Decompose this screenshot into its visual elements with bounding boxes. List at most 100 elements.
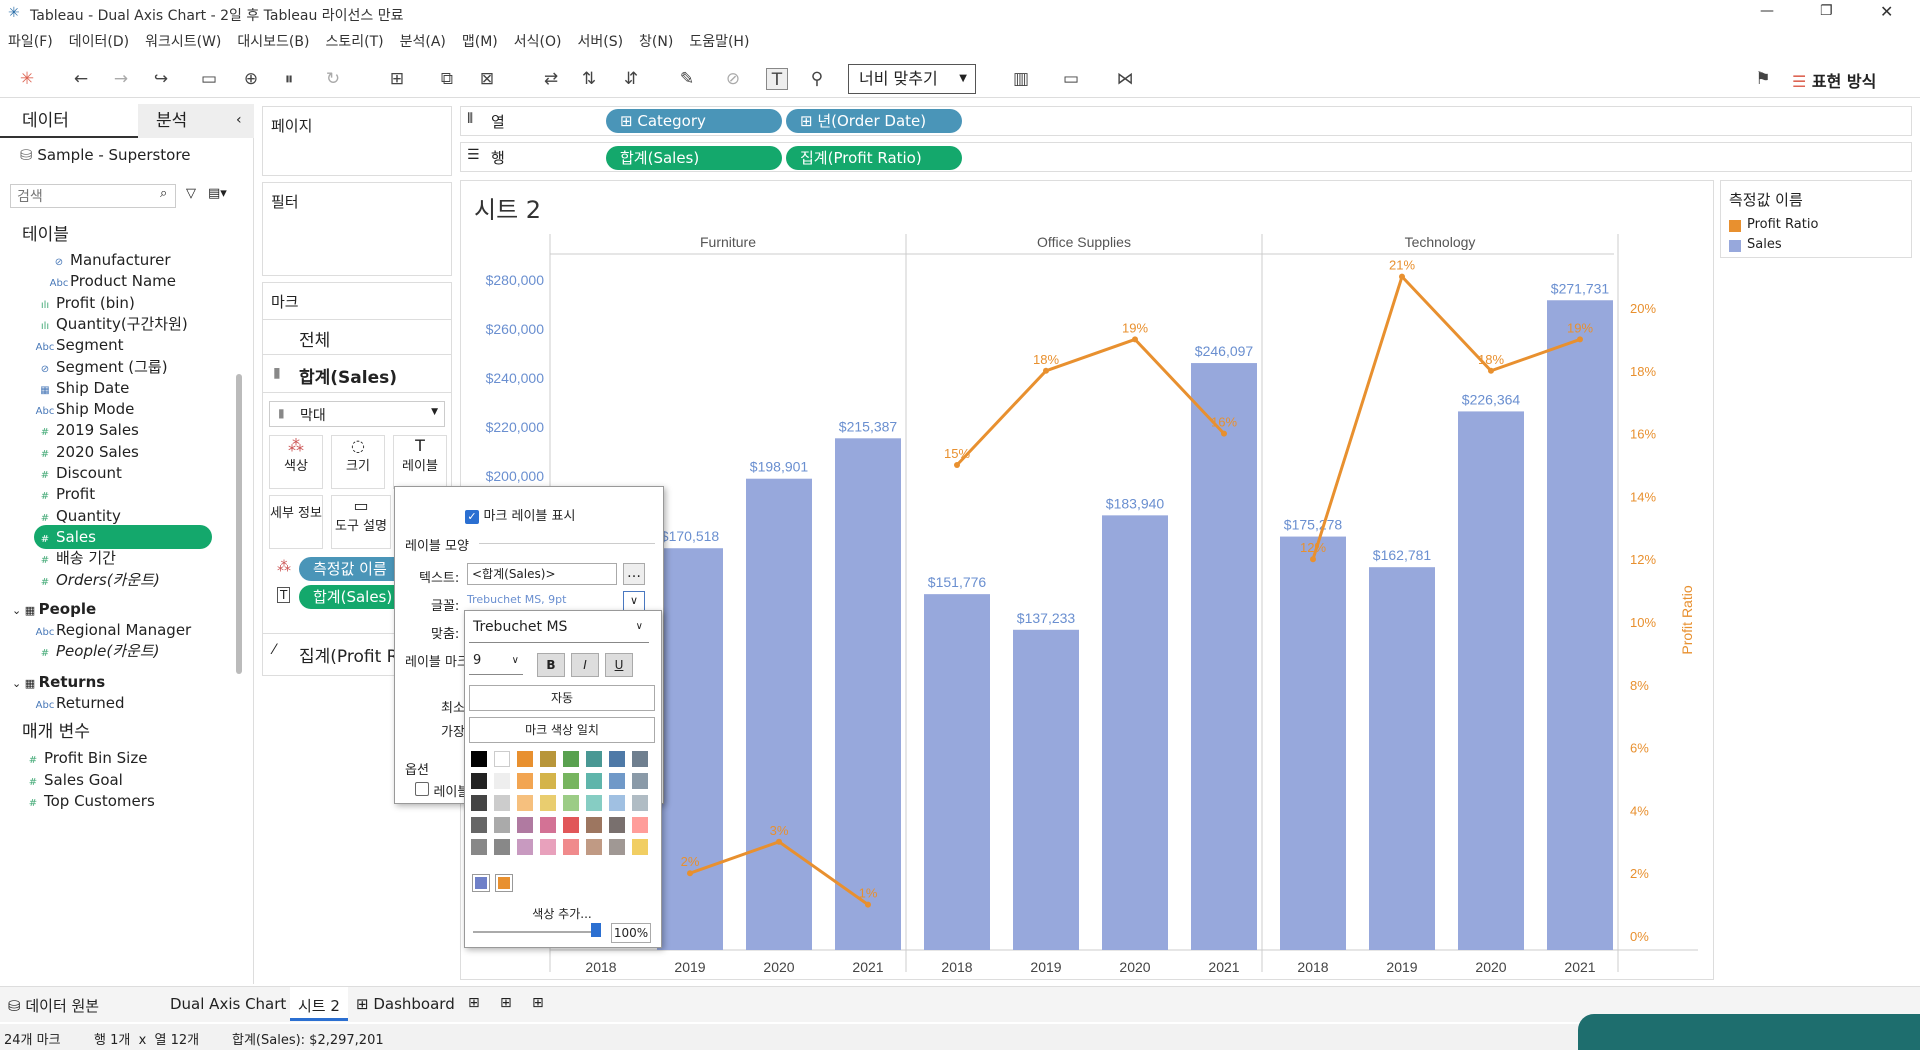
- point[interactable]: [1488, 367, 1494, 374]
- sales-row-pill[interactable]: 합계(Sales): [606, 146, 782, 170]
- field-item[interactable]: # Sales: [34, 524, 212, 549]
- italic-button[interactable]: I: [571, 653, 599, 677]
- show-labels-checkbox[interactable]: ✓ 마크 레이블 표시: [465, 505, 575, 524]
- category-pill[interactable]: ⊞ Category: [606, 109, 782, 133]
- field-item[interactable]: Abc Regional Manager: [34, 618, 192, 642]
- field-item[interactable]: ⊘ Manufacturer: [48, 248, 171, 272]
- color-swatch[interactable]: [494, 773, 510, 789]
- bar[interactable]: [1280, 536, 1346, 950]
- bar[interactable]: [1013, 629, 1079, 950]
- color-swatch[interactable]: [586, 773, 602, 789]
- sales-label-pill[interactable]: 합계(Sales): [299, 585, 409, 609]
- returns-header[interactable]: ⌄ ▦ Returns: [12, 670, 105, 694]
- color-swatch[interactable]: [586, 817, 602, 833]
- recent-color-swatch[interactable]: [472, 874, 490, 892]
- color-swatch[interactable]: [563, 795, 579, 811]
- view-options-icon[interactable]: ▤▾: [208, 186, 227, 201]
- group-icon[interactable]: ⊘: [725, 69, 741, 89]
- close-icon[interactable]: ✕: [1880, 2, 1894, 21]
- pages-shelf[interactable]: 페이지: [262, 106, 452, 176]
- color-swatch[interactable]: [494, 817, 510, 833]
- marks-profit-tab[interactable]: ⁄ 집계(Profit R: [263, 633, 451, 669]
- color-swatch[interactable]: [471, 839, 487, 855]
- color-swatch[interactable]: [494, 839, 510, 855]
- profit-ratio-row-pill[interactable]: 집계(Profit Ratio): [786, 146, 962, 170]
- bar-data-label[interactable]: $215,387: [839, 418, 898, 434]
- rows-shelf[interactable]: ☰ 행: [460, 142, 1912, 172]
- filters-shelf[interactable]: 필터: [262, 182, 452, 276]
- tab-sheet-2[interactable]: 시트 2: [290, 987, 348, 1021]
- swap-axes-icon[interactable]: ⇄: [543, 69, 559, 89]
- menu-item[interactable]: 스토리(T): [325, 34, 384, 50]
- tab-dashboard[interactable]: ⊞ Dashboard: [356, 995, 455, 1013]
- text-edit-button[interactable]: …: [623, 563, 645, 585]
- bar[interactable]: [746, 478, 812, 950]
- most-option[interactable]: 가장: [441, 725, 465, 740]
- color-swatch[interactable]: [540, 751, 556, 767]
- show-me-button[interactable]: ☰ 표현 방식: [1792, 68, 1876, 92]
- color-swatch[interactable]: [471, 773, 487, 789]
- menu-item[interactable]: 워크시트(W): [145, 34, 222, 50]
- color-palette[interactable]: [469, 749, 659, 899]
- field-item[interactable]: # 배송 기간: [34, 546, 116, 570]
- color-swatch[interactable]: [540, 795, 556, 811]
- parameter-item[interactable]: # Top Customers: [22, 789, 155, 813]
- columns-shelf[interactable]: ⦀ 열: [460, 106, 1912, 136]
- field-item[interactable]: # People(카운트): [34, 639, 160, 663]
- point[interactable]: [1043, 367, 1049, 374]
- bar-data-label[interactable]: $226,364: [1462, 391, 1521, 407]
- order-date-pill[interactable]: ⊞ 년(Order Date): [786, 109, 962, 133]
- color-swatch[interactable]: [471, 751, 487, 767]
- color-swatch[interactable]: [471, 795, 487, 811]
- undo-icon[interactable]: ←: [73, 69, 89, 89]
- new-datasource-icon[interactable]: ⊕: [243, 69, 259, 89]
- bar-data-label[interactable]: $183,940: [1106, 495, 1165, 511]
- parameter-item[interactable]: # Profit Bin Size: [22, 746, 148, 770]
- menu-item[interactable]: 대시보드(B): [237, 34, 310, 50]
- new-sheet-tab-icon[interactable]: ⊞: [468, 995, 480, 1011]
- field-item[interactable]: #2020 Sales: [34, 440, 139, 464]
- color-swatch[interactable]: [517, 773, 533, 789]
- field-item[interactable]: ⊘ Segment (그룹): [34, 355, 168, 379]
- color-swatch[interactable]: [563, 839, 579, 855]
- font-dropdown-icon[interactable]: ∨: [623, 591, 645, 611]
- collapse-icon[interactable]: ‹: [236, 112, 242, 128]
- color-swatch[interactable]: [517, 751, 533, 767]
- recent-color-swatch[interactable]: [495, 874, 513, 892]
- point[interactable]: [954, 462, 960, 468]
- presentation-icon[interactable]: ▭: [1062, 69, 1080, 89]
- match-mark-color-button[interactable]: 마크 색상 일치: [469, 717, 655, 743]
- size-button[interactable]: ◌ 크기: [331, 435, 385, 489]
- cards-icon[interactable]: ▥: [1012, 69, 1030, 89]
- dual-axis-chart[interactable]: Furniture Office Supplies Technology $280,0…: [460, 220, 1714, 980]
- font-value[interactable]: Trebuchet MS, 9pt: [467, 593, 567, 606]
- scrollbar[interactable]: [236, 374, 242, 674]
- color-swatch[interactable]: [563, 751, 579, 767]
- menu-item[interactable]: 서버(S): [577, 34, 624, 50]
- color-swatch[interactable]: [517, 817, 533, 833]
- marks-sales-tab[interactable]: ▮ 합계(Sales): [263, 357, 451, 393]
- mark-type-select[interactable]: ▮ 막대 ▼: [269, 401, 445, 427]
- color-swatch[interactable]: [632, 839, 648, 855]
- color-swatch[interactable]: [494, 795, 510, 811]
- point[interactable]: [865, 901, 871, 908]
- filter-icon[interactable]: ▽: [186, 186, 196, 201]
- color-swatch[interactable]: [609, 839, 625, 855]
- field-item[interactable]: Abc Product Name: [48, 269, 176, 293]
- field-item[interactable]: Abc Returned: [34, 691, 125, 715]
- format-painter-icon[interactable]: ⚑: [1755, 69, 1771, 89]
- bar-data-label[interactable]: $170,518: [661, 528, 720, 544]
- point[interactable]: [687, 870, 693, 877]
- min-option[interactable]: 최소: [441, 701, 465, 716]
- search-input[interactable]: [10, 184, 176, 208]
- new-dashboard-tab-icon[interactable]: ⊞: [500, 995, 512, 1011]
- field-item[interactable]: ılı Quantity(구간차원): [34, 312, 188, 336]
- underline-button[interactable]: U: [605, 653, 633, 677]
- bar-data-label[interactable]: $246,097: [1195, 343, 1254, 359]
- opacity-slider[interactable]: [473, 931, 593, 933]
- menu-item[interactable]: 파일(F): [8, 34, 53, 50]
- color-button[interactable]: ⁂ 색상: [269, 435, 323, 489]
- tab-data-source[interactable]: ⛁ 데이터 원본: [8, 995, 99, 1016]
- datasource-item[interactable]: ⛁ Sample - Superstore: [20, 146, 190, 164]
- menu-item[interactable]: 맵(M): [461, 34, 498, 50]
